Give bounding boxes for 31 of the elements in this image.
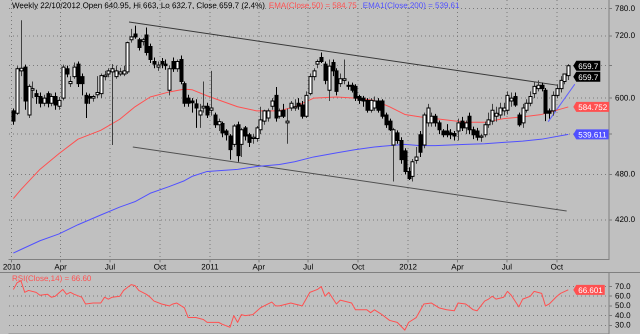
chart-title: Weekly 22/10/2012 Open 640.95, Hi 663, Lo 632.7, Close 659.7 (2.4%): [12, 1, 266, 10]
annotation: 66.601: [578, 286, 604, 295]
x-tick-label: Apr: [451, 262, 464, 272]
x-tick-label: Apr: [54, 262, 68, 272]
x-tick-label: Oct: [352, 262, 366, 272]
y-tick-label: 60.0: [615, 291, 632, 300]
x-tick-label: Jul: [303, 262, 314, 272]
x-tick-label: Oct: [154, 262, 167, 272]
series-label: RSI(Close,14) = 66.60: [12, 274, 92, 283]
y-tick-label: 70.0: [615, 282, 632, 291]
x-tick-label: Jul: [104, 262, 116, 272]
text: EMA1(Close,200) = 539.61: [362, 1, 460, 10]
y-tick-label: 480.0: [615, 169, 636, 178]
annotation: 659.7: [578, 72, 599, 82]
x-tick-label: Oct: [550, 262, 564, 272]
y-tick-label: 40.0: [615, 310, 632, 320]
x-tick-label: Jul: [502, 262, 512, 272]
y-tick-label: 780.0: [615, 4, 636, 13]
x-tick-label: 2011: [201, 262, 220, 272]
annotation: 584.752: [578, 102, 608, 112]
y-tick-label: 720.0: [615, 31, 636, 40]
annotation: 659.7: [578, 62, 599, 71]
y-tick-label: 420.0: [615, 215, 636, 224]
y-tick-label: 30.0: [615, 320, 632, 330]
annotation: 539.611: [578, 130, 608, 140]
x-tick-label: 2012: [399, 262, 418, 272]
x-tick-label: Apr: [252, 262, 266, 272]
x-tick-label: 2010: [2, 262, 22, 272]
y-tick-label: 50.0: [615, 301, 632, 310]
text: EMA(Close,50) = 584.75: [268, 1, 358, 10]
y-tick-label: 600.0: [615, 93, 636, 102]
